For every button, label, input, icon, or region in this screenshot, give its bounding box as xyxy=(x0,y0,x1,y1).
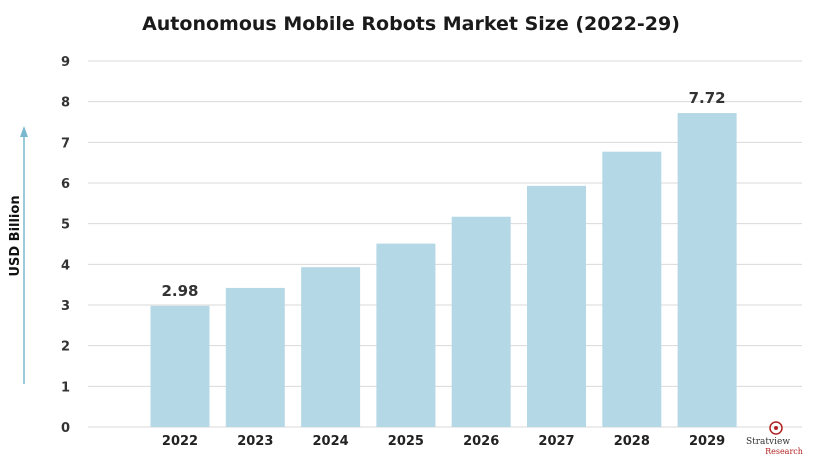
y-tick-label: 5 xyxy=(61,218,70,233)
logo-name: Stratview xyxy=(746,437,790,447)
x-tick-label: 2026 xyxy=(463,434,499,449)
bars xyxy=(150,113,737,428)
y-tick-label: 2 xyxy=(61,340,70,355)
bar-2028 xyxy=(602,151,662,428)
bar-2024 xyxy=(301,267,361,427)
y-axis-label: USD Billion xyxy=(8,195,23,276)
x-tick-label: 2025 xyxy=(388,434,424,449)
bar-2025 xyxy=(376,243,436,427)
y-tick-label: 1 xyxy=(61,380,70,395)
x-tick-label: 2029 xyxy=(689,434,725,449)
x-tick-label: 2023 xyxy=(237,434,273,449)
data-label: 7.72 xyxy=(689,89,726,107)
y-tick-label: 9 xyxy=(61,55,70,70)
logo-mark-icon xyxy=(769,421,783,435)
logo-mark-dot-icon xyxy=(774,426,778,430)
x-axis-ticks: 2022 2023 2024 2025 2026 2027 2028 2029 xyxy=(162,434,725,449)
x-tick-label: 2027 xyxy=(538,434,574,449)
x-tick-label: 2022 xyxy=(162,434,198,449)
data-labels: 2.98 7.72 xyxy=(161,89,725,300)
data-label: 2.98 xyxy=(161,282,198,300)
y-tick-label: 3 xyxy=(61,299,70,314)
bar-2023 xyxy=(225,287,285,427)
x-tick-label: 2028 xyxy=(614,434,650,449)
bar-2022 xyxy=(150,305,210,427)
bar-2027 xyxy=(527,185,586,427)
stratview-logo: Stratview Research xyxy=(746,421,803,456)
y-tick-label: 6 xyxy=(61,177,70,192)
bar-2029 xyxy=(677,113,737,427)
y-axis-ticks: 0 1 2 3 4 5 6 7 8 9 xyxy=(61,55,70,436)
y-tick-label: 4 xyxy=(61,258,70,273)
y-axis-arrow-head xyxy=(20,126,28,137)
bar-2026 xyxy=(451,216,511,427)
chart-title: Autonomous Mobile Robots Market Size (20… xyxy=(142,13,680,35)
y-tick-label: 7 xyxy=(61,136,70,151)
logo-sub: Research xyxy=(765,447,803,456)
y-tick-label: 8 xyxy=(61,96,70,111)
y-tick-label: 0 xyxy=(61,421,70,436)
x-tick-label: 2024 xyxy=(313,434,349,449)
